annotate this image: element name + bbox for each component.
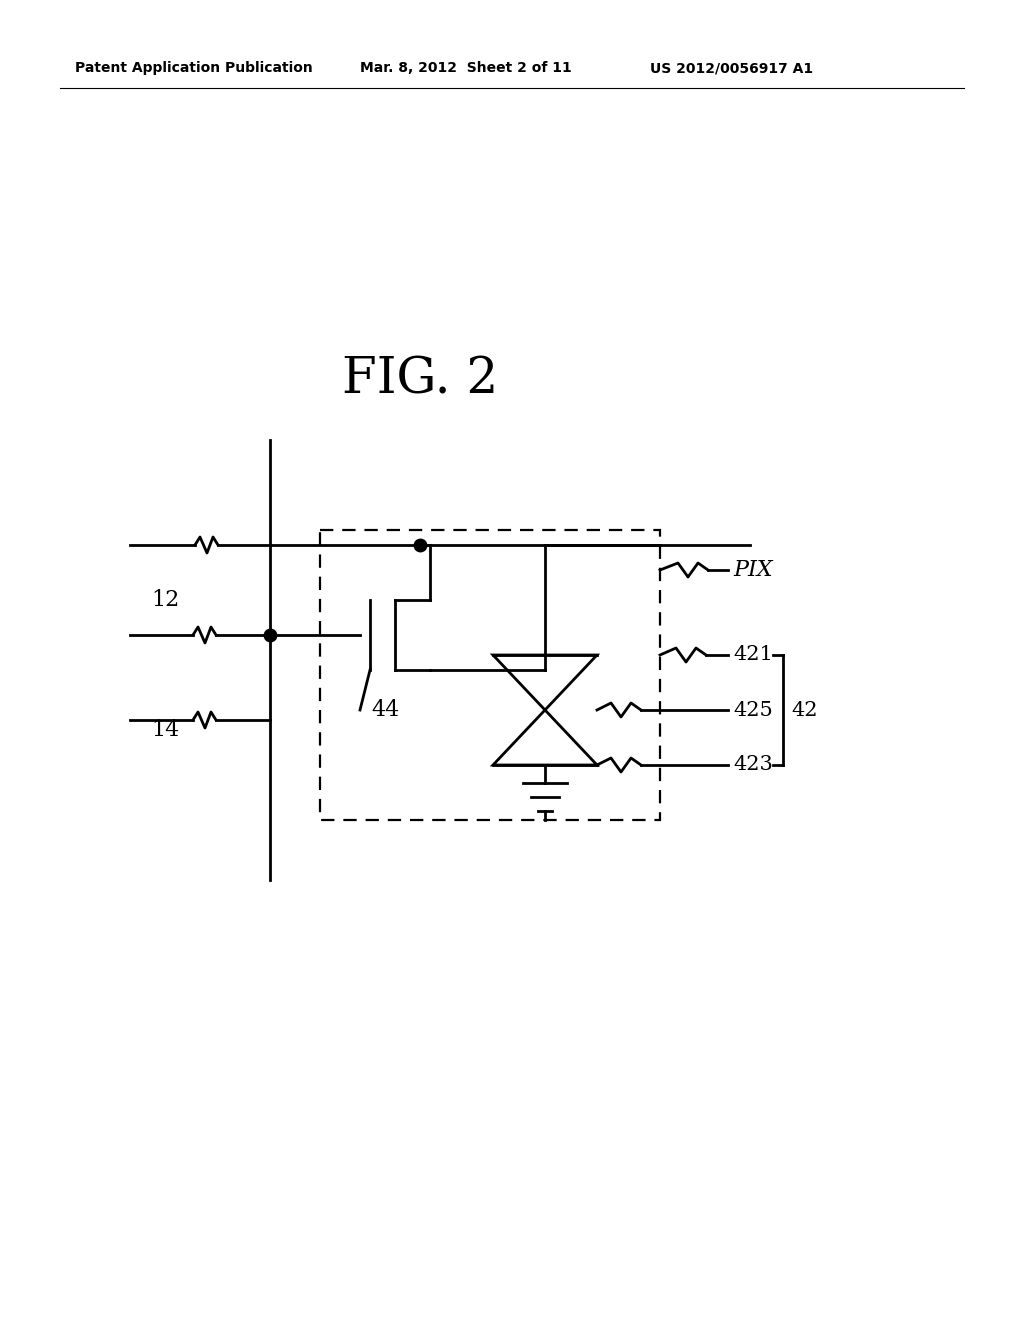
Text: 425: 425 xyxy=(733,701,773,719)
Text: 421: 421 xyxy=(733,645,773,664)
Text: US 2012/0056917 A1: US 2012/0056917 A1 xyxy=(650,61,813,75)
Bar xyxy=(319,531,660,820)
Text: 12: 12 xyxy=(151,589,179,611)
Text: Patent Application Publication: Patent Application Publication xyxy=(75,61,312,75)
Text: 44: 44 xyxy=(371,700,399,721)
Text: 423: 423 xyxy=(733,755,773,775)
Text: PIX: PIX xyxy=(733,558,773,581)
Text: FIG. 2: FIG. 2 xyxy=(342,355,498,405)
Text: 14: 14 xyxy=(151,719,179,741)
Text: Mar. 8, 2012  Sheet 2 of 11: Mar. 8, 2012 Sheet 2 of 11 xyxy=(360,61,571,75)
Text: 42: 42 xyxy=(791,701,817,719)
